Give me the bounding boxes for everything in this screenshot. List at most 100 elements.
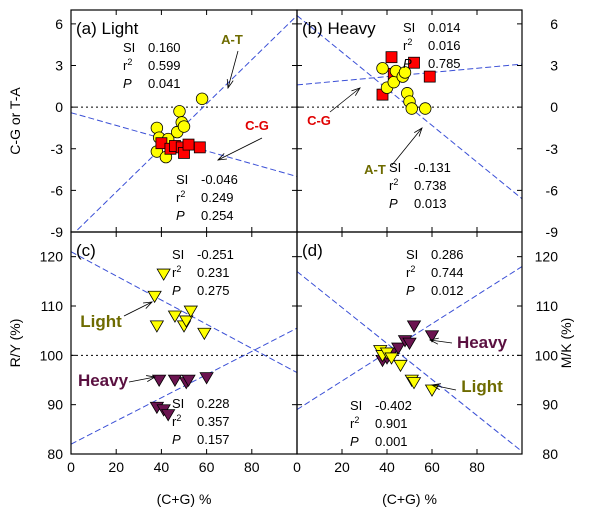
- stat-p-value: 0.012: [431, 283, 464, 298]
- y-tick-label: 3: [550, 58, 558, 74]
- plot-area-d: [297, 266, 522, 452]
- point-c-g: [423, 70, 436, 83]
- stat-r2-label: r2: [389, 177, 398, 193]
- stat-p-value: 0.275: [197, 283, 230, 298]
- stats-c-2: SI 0.228 r2 0.357 P 0.157: [172, 396, 230, 447]
- point-a-t: [173, 105, 186, 118]
- stat-p-label: P: [350, 434, 359, 449]
- stat-si-label: SI: [172, 396, 184, 411]
- point-a-t: [177, 120, 191, 133]
- label-heavy: Heavy: [78, 371, 129, 390]
- y-tick-label: -9: [51, 224, 64, 240]
- x-tick-label: 80: [469, 459, 485, 475]
- label-light: Light: [80, 312, 122, 331]
- stat-p-label: P: [389, 196, 398, 211]
- arrow-a-t: [391, 127, 423, 166]
- stat-r2-value: 0.744: [431, 265, 464, 280]
- y-tick-label: 100: [535, 347, 559, 363]
- arrow-head: [430, 383, 441, 391]
- arrow-head: [216, 153, 227, 161]
- stat-si-value: 0.286: [431, 247, 464, 262]
- y-tick-label: 6: [550, 16, 558, 32]
- point-heavy: [424, 330, 440, 343]
- stat-p-value: 0.041: [148, 76, 181, 91]
- stat-si-label: SI: [403, 20, 415, 35]
- stat-r2-value: 0.016: [428, 38, 461, 53]
- point-light: [156, 268, 171, 281]
- stat-p-label: P: [123, 76, 132, 91]
- plot-area-c: [71, 251, 297, 445]
- plot-area-a: [71, 15, 297, 232]
- arrow-a-t: [227, 50, 239, 89]
- y-tick-label: 0: [550, 99, 558, 115]
- arrow-c-g: [329, 87, 361, 113]
- point-heavy: [167, 374, 183, 387]
- panel-title: (b) Heavy: [302, 19, 376, 38]
- stat-si-value: -0.251: [197, 247, 234, 262]
- stats-a-1: SI 0.160 r2 0.599 P 0.041: [123, 40, 181, 91]
- panel-frame: [296, 231, 523, 455]
- point-light: [384, 352, 399, 365]
- plot-area-b: [297, 15, 522, 200]
- point-c-g: [182, 138, 195, 151]
- stats-b-2: SI -0.131 r2 0.738 P 0.013: [389, 160, 451, 211]
- arrow-head: [146, 375, 157, 382]
- arrow-light: [123, 301, 153, 317]
- point-light: [183, 305, 198, 318]
- y-tick-label: 120: [40, 249, 64, 265]
- stat-p-value: 0.157: [197, 432, 230, 447]
- point-c-g: [408, 56, 420, 69]
- stat-r2-label: r2: [350, 415, 359, 431]
- point-light: [149, 320, 165, 333]
- y-tick-label: 90: [542, 397, 558, 413]
- label-light: Light: [461, 377, 503, 396]
- stat-r2-sup: 2: [393, 177, 398, 187]
- arrow-heavy: [429, 339, 453, 344]
- stat-si-value: -0.046: [201, 172, 238, 187]
- stat-si-value: -0.402: [375, 398, 412, 413]
- point-a-t: [195, 92, 209, 106]
- stat-si-label: SI: [176, 172, 188, 187]
- fit-line-2: [71, 327, 297, 445]
- stat-r2-value: 0.738: [414, 178, 447, 193]
- point-c-g: [193, 141, 206, 154]
- y-tick-label: 90: [47, 397, 63, 413]
- stat-si-label: SI: [406, 247, 418, 262]
- arrow-head: [351, 87, 361, 96]
- y-tick-label: 3: [55, 58, 63, 74]
- stat-r2-value: 0.231: [197, 265, 230, 280]
- arrow-head: [226, 78, 234, 90]
- point-heavy: [199, 372, 214, 385]
- label-a-t: A-T: [221, 32, 243, 47]
- stat-r2-value: 0.249: [201, 190, 234, 205]
- stat-p-value: 0.001: [375, 434, 408, 449]
- stat-si-value: -0.131: [414, 160, 451, 175]
- stats-d-1: SI 0.286 r2 0.744 P 0.012: [406, 247, 464, 298]
- stat-p-value: 0.013: [414, 196, 447, 211]
- panel-a: -9 -6 -3 0 3 6 (a) Light C-G or T-A: [7, 9, 298, 240]
- stat-r2-value: 0.357: [197, 414, 230, 429]
- fit-line-2: [297, 271, 522, 452]
- label-c-g: C-G: [245, 118, 269, 133]
- y-tick-label: 120: [535, 249, 559, 265]
- stat-si-label: SI: [172, 247, 184, 262]
- x-tick-label: 0: [293, 459, 301, 475]
- x-tick-label: 40: [154, 459, 170, 475]
- point-heavy: [406, 320, 422, 333]
- stat-p-value: 0.785: [428, 56, 461, 71]
- stat-r2-label: r2: [172, 264, 181, 280]
- point-light: [424, 384, 440, 397]
- panel-d: 80 90 100 110 120 0 20 40 60 80 (d) (C+G) % M/K (%): [293, 231, 574, 507]
- arrow-heavy: [128, 376, 156, 383]
- stat-r2-sup: 2: [176, 413, 181, 423]
- y-tick-label: -9: [546, 224, 559, 240]
- arrow-c-g: [217, 137, 263, 161]
- stat-si-label: SI: [123, 40, 135, 55]
- y-tick-label: 80: [47, 446, 63, 462]
- x-tick-label: 80: [244, 459, 260, 475]
- panel-frame: [70, 231, 298, 455]
- point-a-t: [376, 62, 389, 75]
- x-axis-label: (C+G) %: [157, 491, 212, 507]
- stat-p-label: P: [172, 432, 181, 447]
